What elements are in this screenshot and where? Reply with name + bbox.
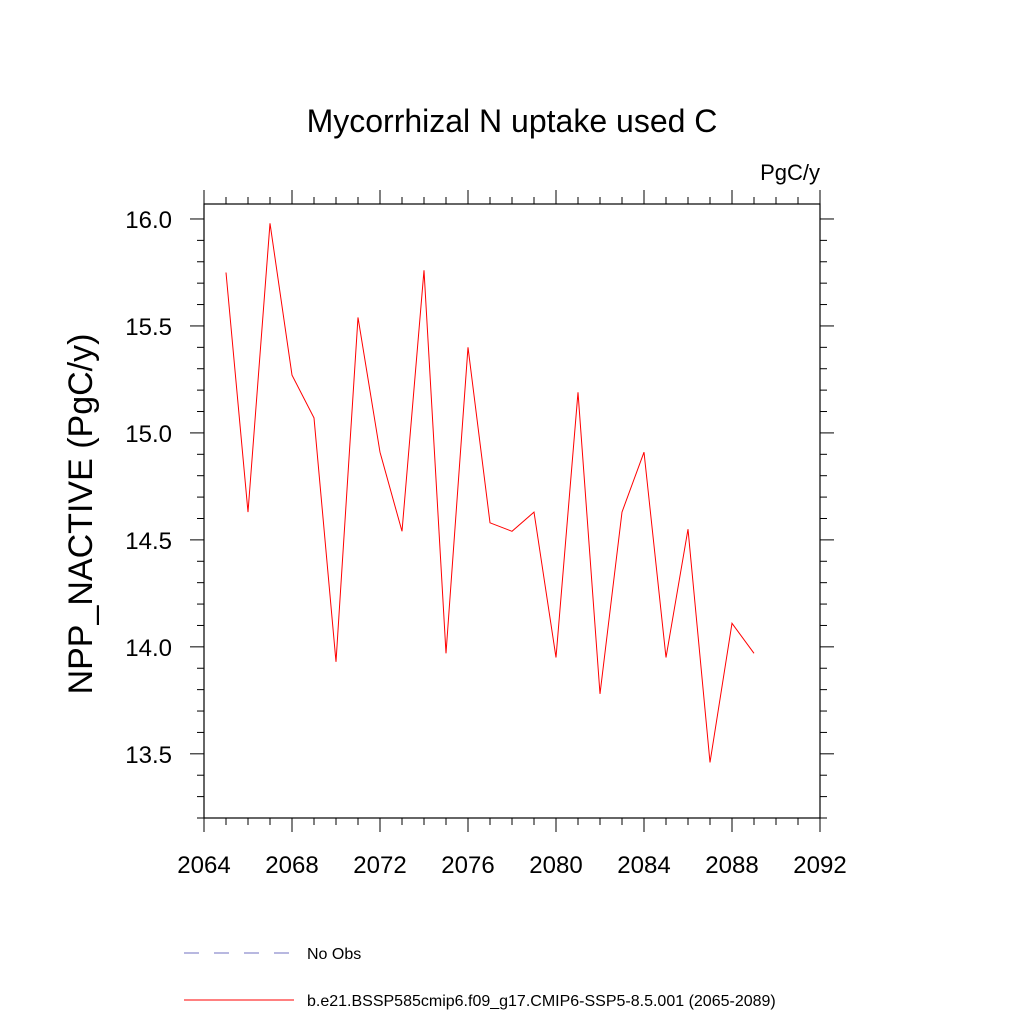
chart-title: Mycorrhizal N uptake used C xyxy=(307,103,718,139)
y-tick-label: 13.5 xyxy=(125,742,172,769)
series-line xyxy=(225,223,755,763)
y-tick-label: 14.5 xyxy=(125,528,172,555)
x-axis: 2064 2068 2072 2076 2080 2084 2088 2092 xyxy=(177,190,847,879)
legend-label-series: b.e21.BSSP585cmip6.f09_g17.CMIP6-SSP5-8.… xyxy=(307,993,776,1010)
y-tick-label: 15.5 xyxy=(125,314,172,341)
x-tick-label: 2080 xyxy=(529,852,582,879)
x-tick-label: 2068 xyxy=(265,852,318,879)
series-group xyxy=(225,223,755,763)
y-tick-label: 15.0 xyxy=(125,421,172,448)
x-tick-label: 2092 xyxy=(793,852,846,879)
y-tick-label: 14.0 xyxy=(125,635,172,662)
x-tick-label: 2088 xyxy=(705,852,758,879)
legend-label-no-obs: No Obs xyxy=(307,946,361,963)
plot-frame xyxy=(203,203,821,819)
y-axis-label: NPP_NACTIVE (PgC/y) xyxy=(62,334,100,695)
units-label: PgC/y xyxy=(760,160,820,185)
y-axis: 13.5 14.0 14.5 15.0 15.5 16.0 xyxy=(125,207,834,819)
y-tick-label: 16.0 xyxy=(125,207,172,234)
x-tick-label: 2064 xyxy=(177,852,230,879)
x-tick-label: 2072 xyxy=(353,852,406,879)
x-tick-label: 2084 xyxy=(617,852,670,879)
x-tick-label: 2076 xyxy=(441,852,494,879)
legend: No Obs b.e21.BSSP585cmip6.f09_g17.CMIP6-… xyxy=(184,946,776,1010)
